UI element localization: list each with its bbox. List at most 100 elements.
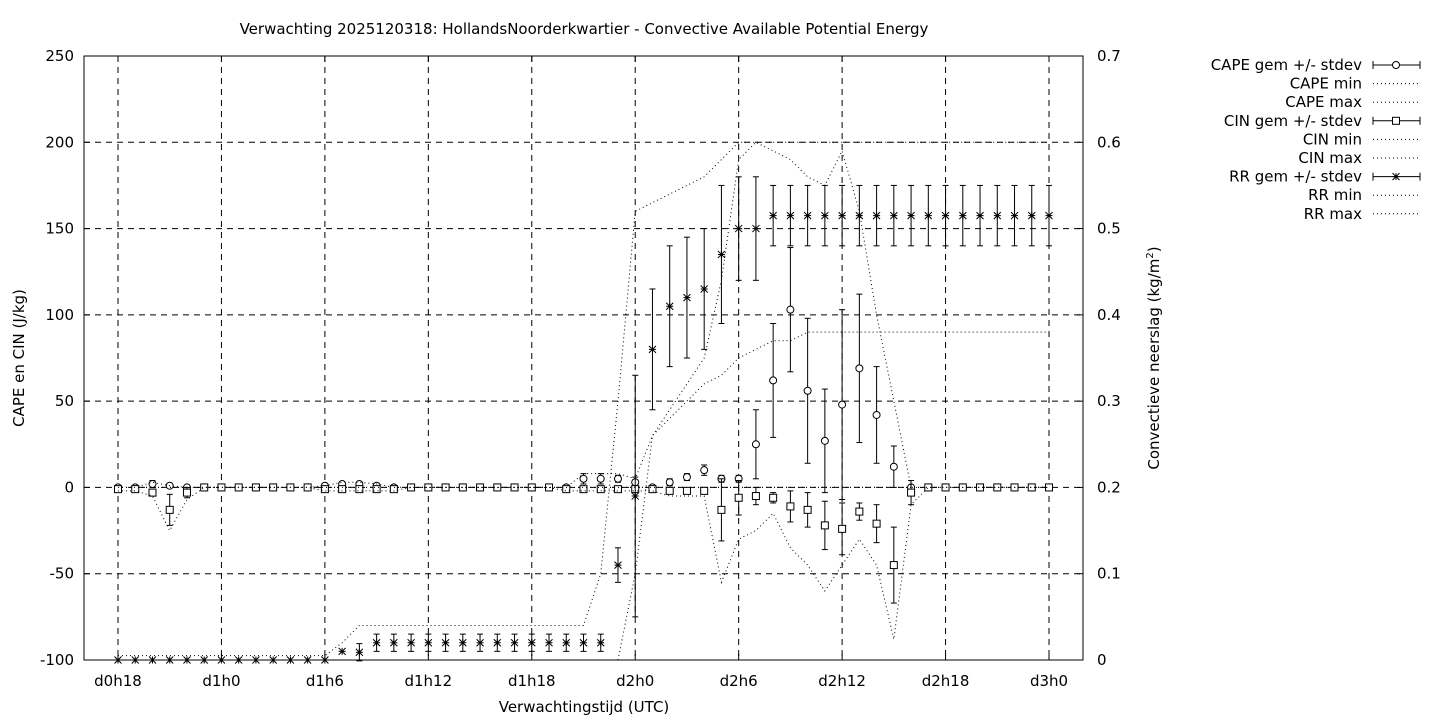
y2-tick-label: 0.7 xyxy=(1097,47,1121,65)
point-marker-square xyxy=(579,485,588,494)
point-marker-square xyxy=(648,485,657,494)
point-marker-star xyxy=(786,211,795,220)
point-marker-square xyxy=(820,521,829,530)
point-marker-circle xyxy=(579,474,588,483)
legend-label: RR max xyxy=(1304,205,1362,223)
point-marker-square xyxy=(889,561,898,570)
point-marker-square xyxy=(855,507,864,516)
series-rr-gem-stdev xyxy=(114,176,1053,664)
point-marker-square xyxy=(165,505,174,514)
x-tick-label: d1h0 xyxy=(202,672,240,690)
point-marker-square xyxy=(424,483,433,492)
point-marker-square xyxy=(389,485,398,494)
point-marker-circle xyxy=(769,376,778,385)
point-marker-circle xyxy=(786,305,795,314)
point-marker-star xyxy=(924,211,933,220)
y-tick-label: -50 xyxy=(50,565,75,583)
point-marker-star xyxy=(1392,172,1400,181)
point-marker-star xyxy=(407,638,415,647)
point-marker-square xyxy=(717,505,726,514)
point-marker-star xyxy=(527,638,536,647)
point-marker-circle xyxy=(838,400,847,409)
point-marker-square xyxy=(200,483,209,492)
point-marker-square xyxy=(993,483,1002,492)
point-marker-star xyxy=(545,638,553,647)
point-marker-circle xyxy=(855,364,864,373)
y2-axis-label-close: ) xyxy=(1145,246,1163,252)
y-tick-label: 250 xyxy=(45,47,74,65)
y2-tick-label: 0.2 xyxy=(1097,478,1121,496)
point-marker-square xyxy=(700,486,709,495)
point-marker-circle xyxy=(872,410,881,419)
point-marker-star xyxy=(734,224,743,233)
point-marker-square xyxy=(786,502,795,511)
point-marker-star xyxy=(958,211,967,220)
point-marker-star xyxy=(889,211,898,220)
point-marker-star xyxy=(665,302,674,311)
y-tick-label: 150 xyxy=(45,220,74,238)
point-marker-star xyxy=(907,211,915,220)
point-marker-star xyxy=(579,638,588,647)
point-marker-circle xyxy=(889,462,898,471)
plot-frame xyxy=(83,55,1084,661)
point-marker-circle xyxy=(613,474,622,483)
point-marker-star xyxy=(424,638,433,647)
point-marker-circle xyxy=(751,440,760,449)
x-tick-label: d1h12 xyxy=(404,672,452,690)
y2-tick-label: 0.3 xyxy=(1097,392,1121,410)
point-marker-star xyxy=(510,638,519,647)
y-tick-label: 0 xyxy=(64,478,74,496)
point-marker-circle xyxy=(803,386,812,395)
y2-tick-label: 0.4 xyxy=(1097,306,1121,324)
point-marker-square xyxy=(907,488,916,497)
point-marker-star xyxy=(683,293,691,302)
point-marker-square xyxy=(114,485,122,494)
point-marker-star xyxy=(458,638,467,647)
point-marker-star xyxy=(355,648,364,657)
point-marker-square xyxy=(596,485,605,494)
y-tick-label: 50 xyxy=(55,392,74,410)
series-line xyxy=(118,486,1049,640)
point-marker-star xyxy=(976,211,984,220)
x-tick-label: d2h18 xyxy=(922,672,970,690)
point-marker-star xyxy=(1045,211,1053,220)
point-marker-star xyxy=(1027,211,1036,220)
x-tick-label: d3h0 xyxy=(1030,672,1068,690)
legend-label: CAPE max xyxy=(1285,93,1362,111)
point-marker-star xyxy=(941,211,950,220)
point-marker-square xyxy=(924,483,933,492)
point-marker-star xyxy=(631,492,640,500)
point-marker-star xyxy=(1010,211,1019,220)
y-tick-label: 200 xyxy=(45,133,74,151)
y2-axis-label-sup: 2 xyxy=(1145,252,1156,258)
point-marker-star xyxy=(648,345,657,354)
legend-label: CAPE min xyxy=(1290,75,1362,93)
point-marker-square xyxy=(1392,116,1400,125)
axis-ticks: d0h18 d1h0 d1h6 d1h12 d1h18 d2h0 d2h6 d2h12 d2h1… xyxy=(40,47,1121,690)
x-tick-label: d1h18 xyxy=(508,672,556,690)
series-cin-gem-stdev xyxy=(114,478,1053,604)
plot-area xyxy=(114,141,1053,664)
legend-label: CIN max xyxy=(1298,149,1362,167)
point-marker-circle xyxy=(1392,61,1400,69)
point-marker-square xyxy=(838,524,847,533)
point-marker-star xyxy=(993,211,1002,220)
point-marker-square xyxy=(355,485,364,494)
legend-label: RR min xyxy=(1308,186,1362,204)
point-marker-square xyxy=(338,485,347,494)
legend-label: RR gem +/- stdev xyxy=(1229,168,1362,186)
y-tick-label: 100 xyxy=(45,306,74,324)
point-marker-square xyxy=(320,485,329,494)
point-marker-square xyxy=(976,483,985,492)
point-marker-circle xyxy=(596,474,605,483)
point-marker-square xyxy=(131,485,140,494)
point-marker-square xyxy=(182,488,191,497)
point-marker-square xyxy=(303,483,312,492)
point-marker-star xyxy=(838,211,846,220)
series-rr-max xyxy=(118,141,1049,657)
y-axis-label: CAPE en CIN (J/kg) xyxy=(10,289,28,427)
point-marker-square xyxy=(803,505,812,514)
point-marker-star xyxy=(389,638,398,647)
point-marker-star xyxy=(855,211,864,220)
x-axis-label: Verwachtingstijd (UTC) xyxy=(499,698,670,716)
